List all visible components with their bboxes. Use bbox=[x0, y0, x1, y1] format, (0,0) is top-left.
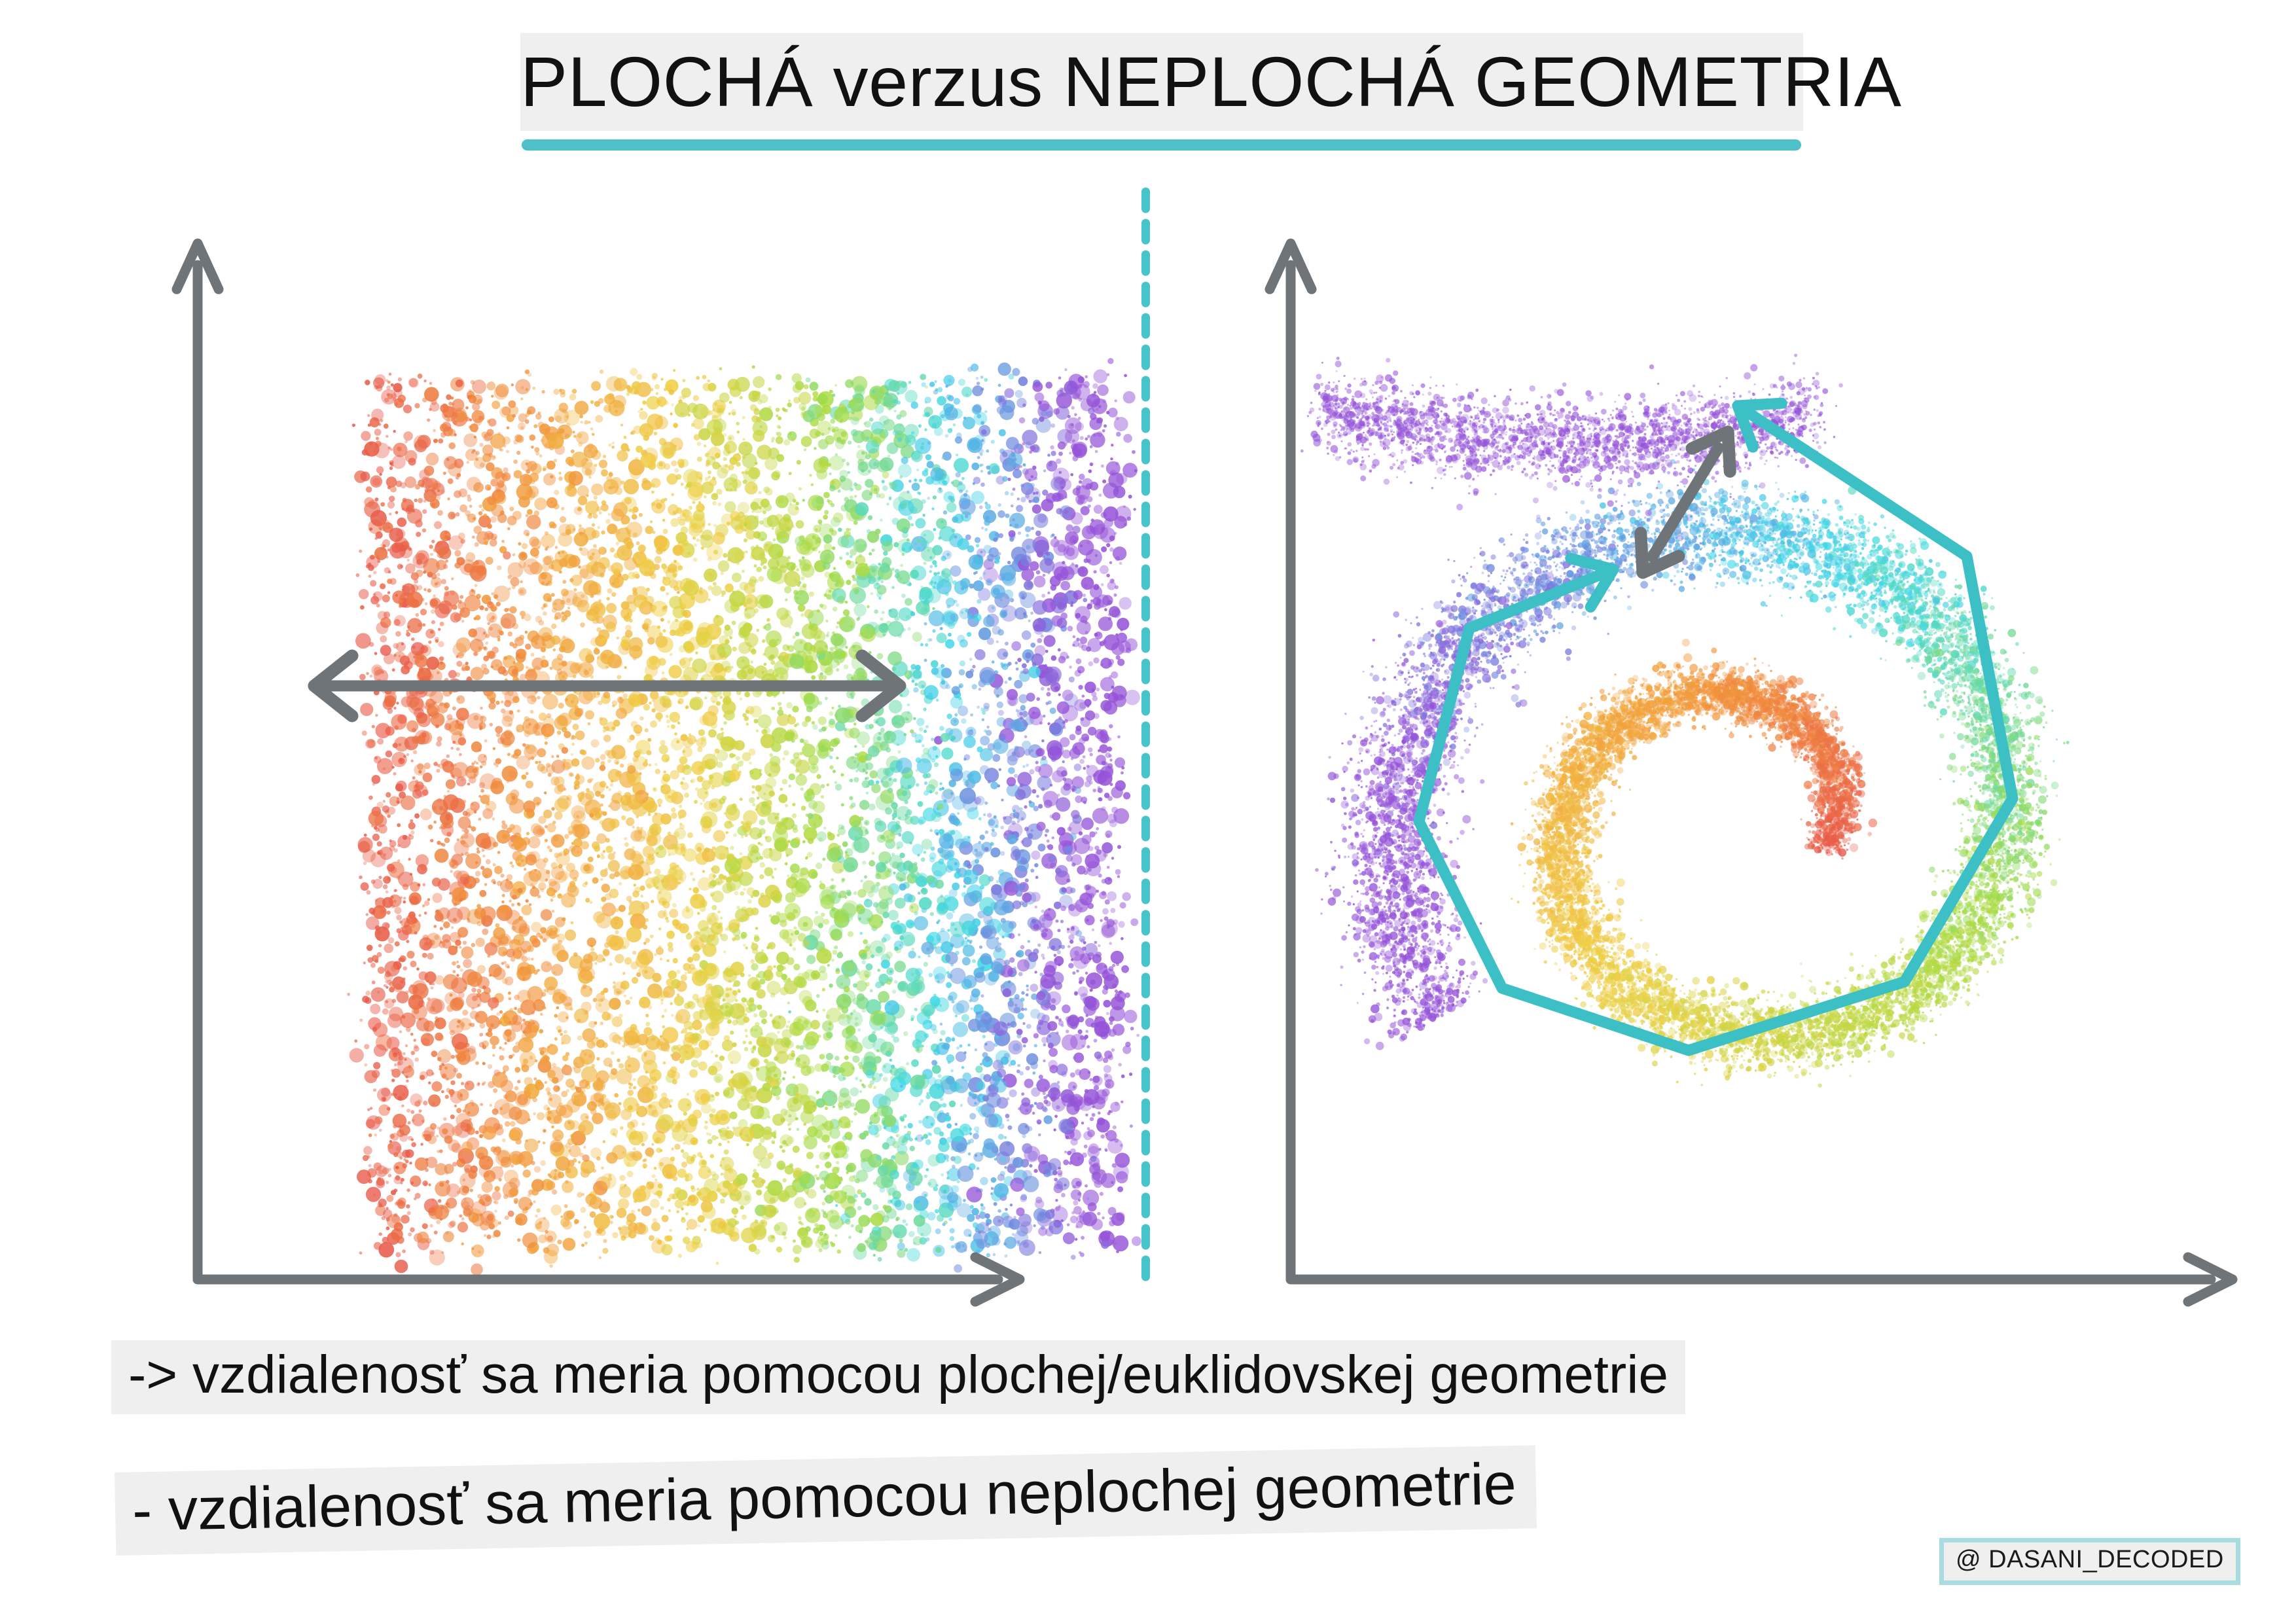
vertical-dashed-divider bbox=[1141, 187, 1150, 1283]
caption-non-euclidean: - vzdialenosť sa meria pomocou neplochej… bbox=[115, 1445, 1537, 1556]
caption-non-euclidean-wrap: - vzdialenosť sa meria pomocou neplochej… bbox=[115, 1445, 1537, 1556]
watermark-handle: @ DASANI_DECODED bbox=[1939, 1538, 2240, 1585]
spiral-outer-tail bbox=[1300, 353, 1843, 516]
title-underline-bar bbox=[522, 139, 1801, 151]
caption-euclidean: -> vzdialenosť sa meria pomocou plochej/… bbox=[111, 1340, 1686, 1414]
euclidean-distance-arrow bbox=[308, 649, 906, 722]
plot-axes bbox=[1265, 238, 2238, 1307]
geodesic-path bbox=[1413, 397, 2018, 1056]
non-flat-geometry-chart bbox=[1244, 216, 2265, 1315]
plot-axes bbox=[171, 238, 1025, 1307]
page-title: PLOCHÁ verzus NEPLOCHÁ GEOMETRIA bbox=[520, 33, 1901, 131]
y-axis-arrowhead bbox=[171, 238, 224, 294]
x-axis-arrowhead bbox=[970, 1252, 1025, 1307]
flat-geometry-chart bbox=[157, 216, 1141, 1315]
y-axis-arrowhead bbox=[1265, 238, 1317, 294]
title-block: PLOCHÁ verzus NEPLOCHÁ GEOMETRIA bbox=[520, 33, 1901, 151]
euclidean-shortcut-arrow bbox=[1634, 425, 1736, 579]
scatter-point-cloud bbox=[347, 358, 1141, 1276]
x-axis-arrowhead bbox=[2183, 1252, 2238, 1307]
